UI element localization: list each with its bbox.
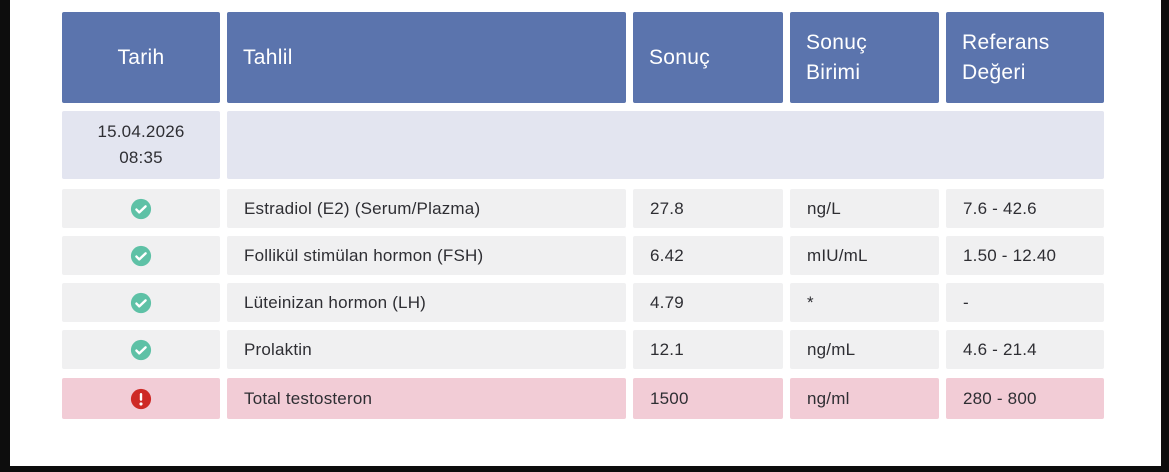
date-group-row: 15.04.2026 08:35 (62, 111, 1104, 179)
header-tahlil: Tahlil (227, 12, 626, 103)
header-sonuc-birimi-label: Sonuç Birimi (806, 31, 868, 84)
header-sonuc-label: Sonuç (649, 45, 711, 69)
test-name: Prolaktin (227, 330, 626, 369)
check-circle-icon (130, 339, 152, 361)
header-tahlil-label: Tahlil (243, 45, 293, 69)
reference-range: 7.6 - 42.6 (946, 189, 1104, 228)
date-value: 15.04.2026 (97, 122, 185, 141)
date-cell: 15.04.2026 08:35 (62, 111, 220, 179)
reference-range: 1.50 - 12.40 (946, 236, 1104, 275)
table-row-alert: Total testosteron 1500 ng/ml 280 - 800 (62, 378, 1104, 419)
check-circle-icon (130, 292, 152, 314)
table-row: Estradiol (E2) (Serum/Plazma) 27.8 ng/L … (62, 189, 1104, 228)
lab-results-table: Tarih Tahlil Sonuç Sonuç Birimi Referans… (62, 12, 1104, 419)
table-row: Follikül stimülan hormon (FSH) 6.42 mIU/… (62, 236, 1104, 275)
date-group-spacer (227, 111, 1104, 179)
reference-range: 280 - 800 (946, 378, 1104, 419)
screen-edge-bottom (0, 466, 1169, 472)
header-tarih-label: Tarih (117, 45, 165, 69)
header-sonuc: Sonuç (633, 12, 783, 103)
status-cell (62, 330, 220, 369)
test-name: Estradiol (E2) (Serum/Plazma) (227, 189, 626, 228)
check-circle-icon (130, 245, 152, 267)
status-cell (62, 378, 220, 419)
header-referans-degeri: Referans Değeri (946, 12, 1104, 103)
result-unit: mIU/mL (790, 236, 939, 275)
result-unit: ng/mL (790, 330, 939, 369)
header-sonuc-birimi: Sonuç Birimi (790, 12, 939, 103)
table-row: Lüteinizan hormon (LH) 4.79 * - (62, 283, 1104, 322)
result-value: 27.8 (633, 189, 783, 228)
result-value: 1500 (633, 378, 783, 419)
test-name: Total testosteron (227, 378, 626, 419)
result-value: 6.42 (633, 236, 783, 275)
status-cell (62, 283, 220, 322)
status-cell (62, 189, 220, 228)
result-value: 12.1 (633, 330, 783, 369)
exclamation-circle-icon (130, 388, 152, 410)
check-circle-icon (130, 198, 152, 220)
result-value: 4.79 (633, 283, 783, 322)
test-name: Follikül stimülan hormon (FSH) (227, 236, 626, 275)
screen-edge-left (0, 0, 10, 472)
screen-edge-right (1161, 0, 1169, 472)
result-unit: ng/L (790, 189, 939, 228)
test-name: Lüteinizan hormon (LH) (227, 283, 626, 322)
header-tarih: Tarih (62, 12, 220, 103)
result-unit: ng/ml (790, 378, 939, 419)
time-value: 08:35 (119, 148, 163, 167)
reference-range: 4.6 - 21.4 (946, 330, 1104, 369)
header-referans-degeri-label: Referans Değeri (962, 31, 1050, 84)
reference-range: - (946, 283, 1104, 322)
status-cell (62, 236, 220, 275)
table-header-row: Tarih Tahlil Sonuç Sonuç Birimi Referans… (62, 12, 1104, 103)
result-unit: * (790, 283, 939, 322)
table-row: Prolaktin 12.1 ng/mL 4.6 - 21.4 (62, 330, 1104, 369)
